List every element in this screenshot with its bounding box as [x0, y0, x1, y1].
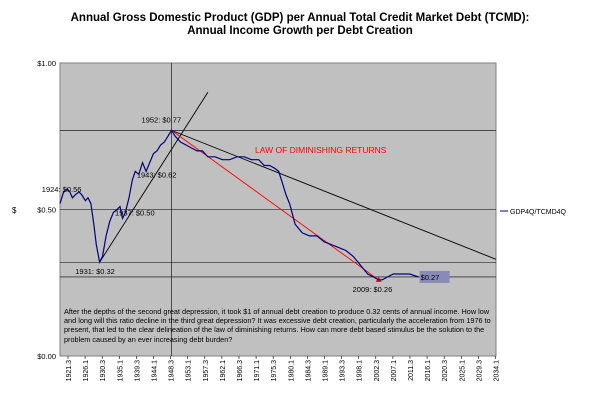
- y-tick-label: $0.00: [37, 352, 56, 361]
- x-tick-label: 1989.1: [322, 360, 329, 382]
- x-tick-label: 1944.1: [151, 360, 158, 382]
- x-tick-label: 1966.3: [237, 360, 244, 382]
- diminishing-returns-callout: LAW OF DIMINISHING RETURNS: [255, 145, 387, 155]
- x-tick-label: 1962.1: [220, 360, 227, 382]
- annotation-label: 1943: $0.62: [137, 170, 177, 179]
- y-tick-label: $1.00: [37, 59, 56, 68]
- x-tick-label: 1948.3: [169, 360, 176, 382]
- annotations: 1924: $0.56 1937: $0.50 1943: $0.62 1952: $…: [42, 115, 450, 294]
- value-box: [419, 270, 450, 283]
- x-tick-label: 2011.3: [408, 360, 415, 381]
- x-tick-label: 1984.3: [305, 360, 312, 382]
- x-tick-label: 2029.3: [476, 360, 483, 382]
- x-tick-label: 1921.3: [66, 360, 73, 382]
- series-group: [59, 129, 419, 281]
- x-tick-label: 1926.1: [83, 360, 90, 382]
- x-tick-label: 2034.1: [493, 360, 500, 382]
- y-axis-label: $: [12, 206, 17, 215]
- note-text: After the depths of the second great dep…: [64, 307, 491, 344]
- x-tick-label: 1980.1: [288, 360, 295, 382]
- x-tick-label: 1935.1: [117, 360, 124, 382]
- x-axis: 1921.3 1926.1 1930.3 1935.1 1939.3 1944.1 1948…: [66, 356, 500, 381]
- x-tick-label: 2007.1: [391, 360, 398, 382]
- x-tick-label: 1930.3: [100, 360, 107, 382]
- x-tick-label: 1975.3: [271, 360, 278, 382]
- x-tick-label: 2025.1: [459, 360, 466, 382]
- x-tick-label: 1993.3: [340, 360, 347, 382]
- trendline-1: [171, 129, 497, 260]
- series-line-0: [59, 129, 419, 281]
- x-tick-label: 1998.1: [357, 360, 364, 382]
- x-tick-label: 1971.1: [254, 360, 261, 382]
- x-tick-label: 2020.3: [442, 360, 449, 382]
- annotation-label: 2009: $0.26: [353, 285, 393, 294]
- x-tick-label: 2016.1: [425, 360, 432, 382]
- chart-title-line-1: Annual Gross Domestic Product (GDP) per …: [70, 12, 530, 24]
- annotation-label: $0.27: [421, 273, 440, 282]
- note-box: After the depths of the second great dep…: [64, 307, 491, 344]
- trendline-0: [99, 92, 209, 263]
- chart-title-line-2: Annual Income Growth per Debt Creation: [187, 25, 413, 37]
- x-tick-label: 2002.3: [374, 360, 381, 382]
- annotation-label: 1931: $0.32: [75, 267, 115, 276]
- annotation-label: 1924: $0.56: [42, 185, 82, 194]
- annotation-label: 1937: $0.50: [115, 209, 155, 218]
- x-tick-label: 1939.3: [134, 360, 141, 382]
- x-tick-label: 1953.1: [186, 360, 193, 382]
- y-axis: $0.00 $0.50 $1.00: [37, 59, 56, 361]
- annotation-label: 1952: $0.77: [142, 115, 182, 124]
- x-tick-label: 1957.3: [203, 360, 210, 382]
- y-tick-label: $0.50: [37, 206, 56, 215]
- legend-label: GDP4Q/TCMD4Q: [510, 209, 567, 216]
